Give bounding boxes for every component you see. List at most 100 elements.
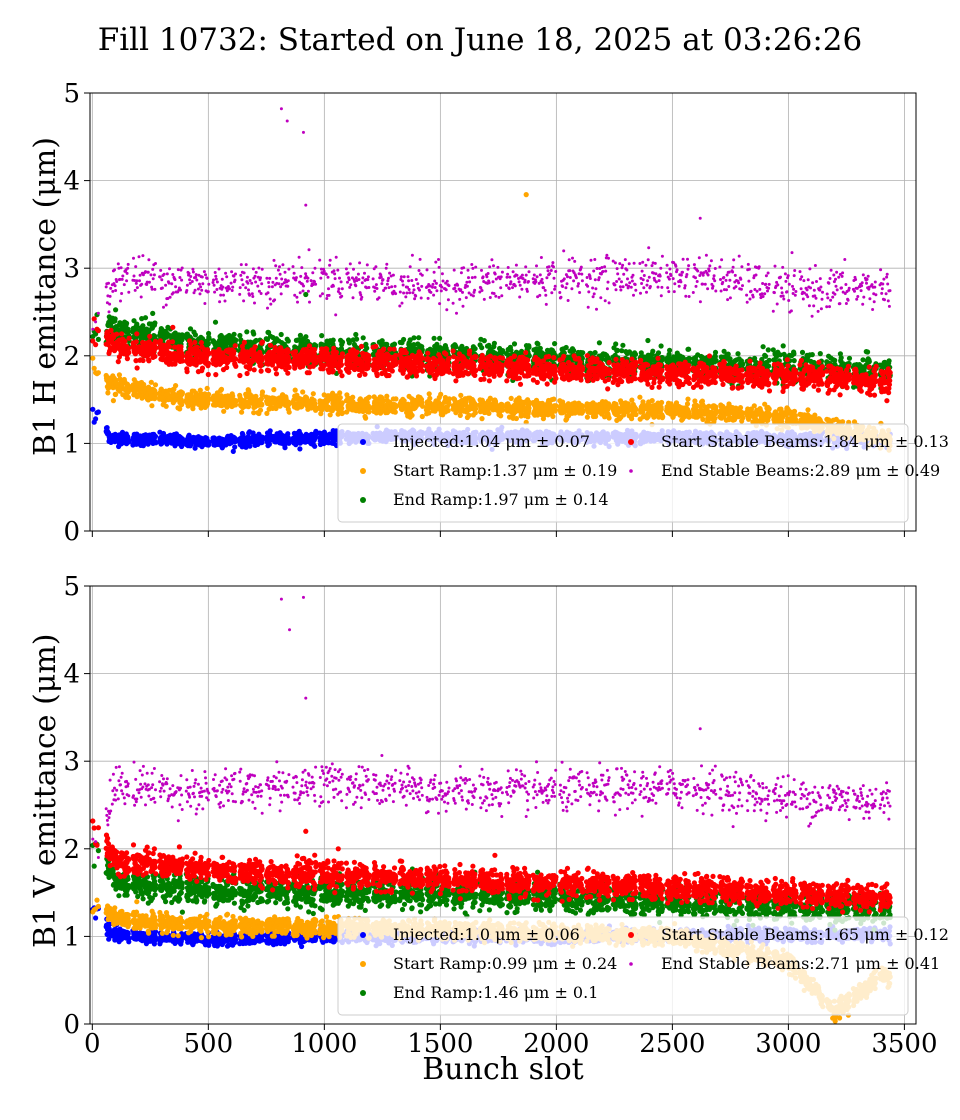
point-injected [152, 433, 159, 439]
point-injected [179, 436, 185, 442]
point-start-ramp [685, 396, 691, 402]
point-injected [93, 416, 99, 422]
point-end-ramp [124, 320, 130, 326]
point-start-ramp [427, 395, 433, 401]
point-start-ramp [513, 415, 520, 422]
point-start-ramp [113, 391, 119, 397]
point-start-ramp [458, 392, 464, 398]
point-start-ramp [337, 395, 343, 401]
point-start-ramp [173, 383, 179, 389]
point-end-ramp [142, 315, 149, 321]
point-end-ramp [251, 331, 257, 337]
point-start-ramp [259, 389, 266, 395]
point-injected [232, 444, 238, 450]
point-start-ramp [149, 403, 155, 409]
point-end-ramp [278, 331, 284, 338]
point-start-ramp [633, 406, 639, 412]
point-start-ramp [271, 387, 277, 393]
point-start-ramp [393, 396, 399, 402]
point-end-ramp [150, 310, 156, 316]
point-end-ramp [285, 338, 291, 344]
point-start-ramp [125, 394, 132, 401]
point-start-ramp [163, 403, 169, 409]
chart-title: Fill 10732: Started on June 18, 2025 at … [97, 22, 863, 58]
point-start-ramp [420, 403, 426, 409]
point-start-ramp [152, 382, 159, 388]
point-end-ramp [113, 307, 119, 313]
point-start-ramp [409, 412, 415, 418]
point-start-ramp [366, 394, 372, 400]
point-end-ramp [233, 337, 239, 343]
point-end-ramp [319, 333, 325, 339]
point-start-ramp [526, 405, 532, 411]
point-start-ramp [179, 390, 185, 396]
point-start-ramp [606, 415, 612, 421]
point-end-ramp [360, 335, 366, 341]
point-injected [126, 438, 132, 444]
point-start-ramp [659, 399, 665, 406]
point-start-ramp [90, 355, 96, 361]
point-end-ramp [134, 321, 140, 327]
point-start-ramp [633, 411, 639, 418]
point-injected [312, 443, 318, 449]
point-end-ramp [364, 345, 370, 351]
point-start-ramp [712, 415, 718, 421]
point-start-ramp [110, 398, 116, 404]
point-injected [145, 441, 151, 447]
point-injected [282, 445, 288, 451]
point-end-ramp [353, 331, 359, 338]
point-start-ramp [350, 394, 356, 400]
point-start-ramp [95, 370, 101, 376]
point-start-ramp [300, 389, 306, 395]
point-injected [267, 428, 273, 434]
point-start-ramp [551, 396, 557, 402]
point-start-ramp [105, 390, 111, 396]
point-start-ramp [91, 365, 97, 371]
point-end-ramp [231, 331, 237, 337]
point-injected [297, 446, 303, 452]
point-injected [230, 448, 236, 454]
point-end-ramp [237, 332, 243, 339]
point-start-ramp [740, 415, 746, 421]
point-start-ramp [584, 414, 591, 420]
point-start-ramp [179, 398, 185, 405]
point-start-ramp [550, 413, 556, 419]
point-start-ramp [486, 410, 492, 416]
point-end-ramp [303, 334, 309, 340]
point-start-ramp [286, 409, 292, 415]
point-injected [186, 432, 192, 438]
point-end-ramp [205, 341, 211, 347]
point-start-ramp [257, 407, 264, 413]
point-start-ramp [392, 409, 398, 415]
point-start-ramp [363, 415, 369, 421]
point-start-ramp [366, 409, 372, 415]
point-end-ramp [212, 319, 219, 325]
point-start-ramp [445, 408, 451, 414]
x-axis-label: Bunch slot [422, 1052, 584, 1087]
point-injected [95, 409, 101, 415]
point-start-ramp [221, 408, 227, 414]
point-injected [206, 439, 212, 445]
point-start-ramp [553, 403, 559, 409]
point-start-ramp [629, 397, 635, 403]
point-start-ramp [419, 413, 425, 420]
point-end-ramp [330, 337, 336, 343]
point-end-ramp [112, 316, 118, 322]
point-start-ramp [658, 406, 664, 412]
point-start-ramp [684, 401, 691, 407]
point-start-ramp [204, 385, 210, 391]
point-start-ramp [805, 407, 811, 413]
point-start-ramp [751, 403, 757, 409]
point-start-ramp [660, 414, 666, 420]
point-start-ramp [498, 413, 504, 419]
point-start-ramp [637, 394, 643, 400]
point-injected [247, 443, 253, 449]
point-start-ramp [339, 405, 345, 411]
point-end-ramp [244, 329, 250, 335]
point-start-ramp [218, 386, 225, 392]
point-end-ramp [354, 336, 360, 342]
data-points [90, 107, 893, 454]
point-end-ramp [339, 339, 346, 345]
